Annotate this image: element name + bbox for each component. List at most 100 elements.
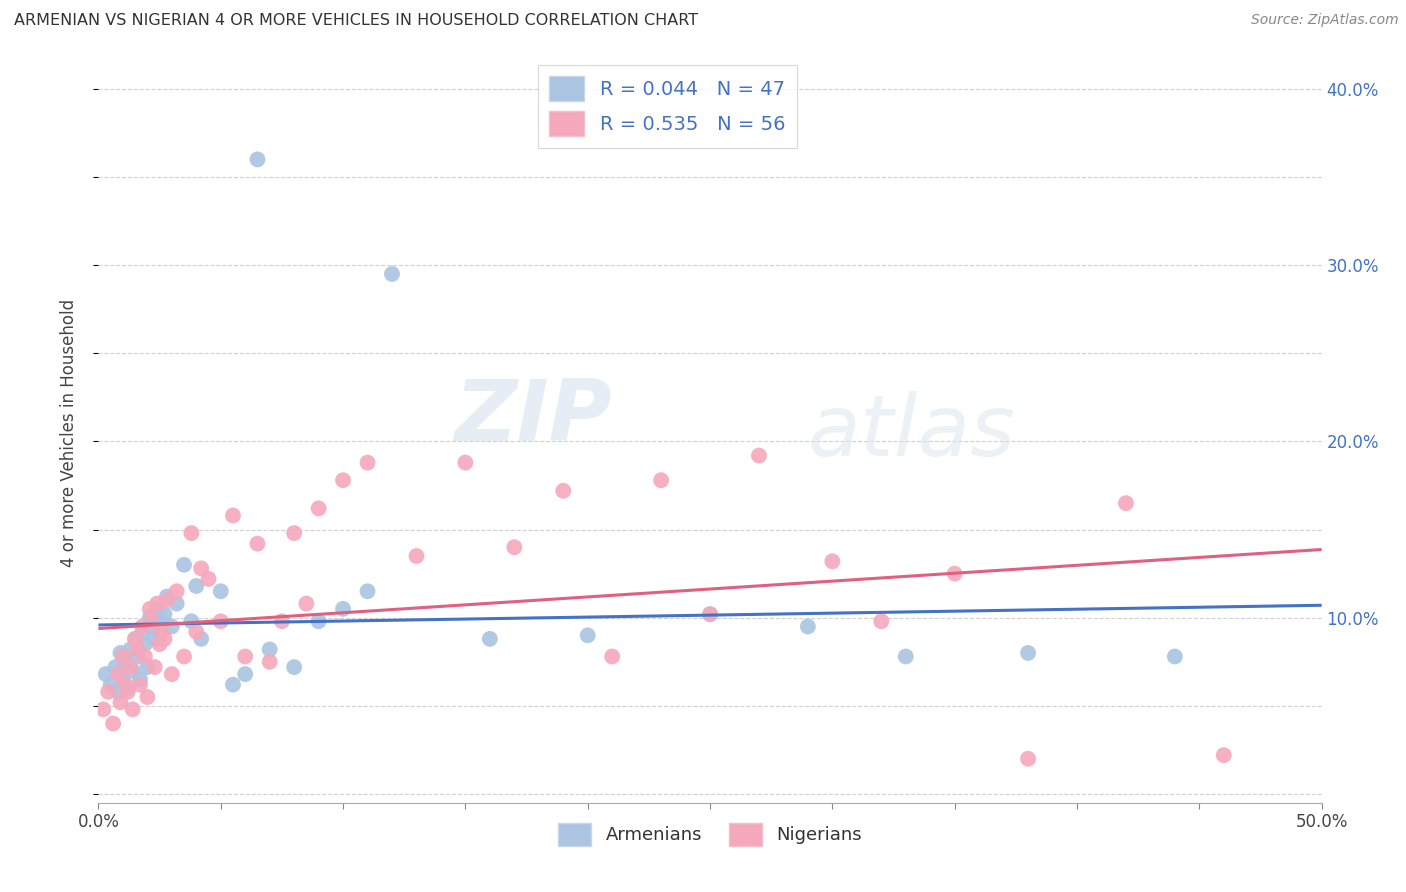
Point [1017,646,1039,660]
Point [246,536,269,550]
Point [1212,748,1234,763]
Point [127,642,149,657]
Point [127,649,149,664]
Point [870,614,893,628]
Point [134,637,156,651]
Point [120,642,142,657]
Point [139,602,162,616]
Point [129,673,152,687]
Point [100,678,122,692]
Point [104,660,127,674]
Point [332,473,354,487]
Point [180,614,202,628]
Point [121,702,143,716]
Point [156,593,179,607]
Point [222,508,245,523]
Point [160,619,183,633]
Point [110,695,132,709]
Point [576,628,599,642]
Point [110,646,132,660]
Point [356,456,378,470]
Point [107,667,129,681]
Point [197,572,219,586]
Point [283,660,305,674]
Point [94,667,117,681]
Text: ARMENIAN VS NIGERIAN 4 OR MORE VEHICLES IN HOUSEHOLD CORRELATION CHART: ARMENIAN VS NIGERIAN 4 OR MORE VEHICLES … [14,13,699,29]
Point [136,660,159,674]
Point [356,584,378,599]
Point [259,655,281,669]
Point [650,473,672,487]
Legend: Armenians, Nigerians: Armenians, Nigerians [551,815,869,853]
Point [308,501,330,516]
Point [454,456,477,470]
Point [150,624,173,639]
Point [121,664,143,678]
Point [139,610,162,624]
Point [1115,496,1137,510]
Point [233,649,256,664]
Point [246,153,269,167]
Point [797,619,820,633]
Point [381,267,404,281]
Point [134,649,156,664]
Point [308,614,330,628]
Y-axis label: 4 or more Vehicles in Household: 4 or more Vehicles in Household [59,299,77,566]
Point [124,632,146,646]
Point [166,584,188,599]
Text: atlas: atlas [808,391,1017,475]
Point [114,678,136,692]
Point [131,619,153,633]
Point [97,685,120,699]
Point [117,681,139,696]
Point [821,554,844,568]
Point [894,649,917,664]
Point [209,584,232,599]
Point [1164,649,1187,664]
Point [222,678,245,692]
Point [120,660,142,674]
Point [149,624,172,639]
Point [943,566,966,581]
Point [146,597,169,611]
Point [101,716,124,731]
Point [190,632,212,646]
Point [143,632,166,646]
Point [117,685,139,699]
Point [295,597,318,611]
Point [166,597,188,611]
Point [129,678,152,692]
Point [180,526,202,541]
Point [186,624,208,639]
Point [111,649,134,664]
Point [107,685,129,699]
Point [153,607,176,622]
Point [259,642,281,657]
Point [111,673,134,687]
Point [209,614,232,628]
Point [136,690,159,704]
Point [173,649,195,664]
Point [332,602,354,616]
Text: Source: ZipAtlas.com: Source: ZipAtlas.com [1251,13,1399,28]
Point [150,614,173,628]
Point [143,660,166,674]
Point [190,561,212,575]
Point [186,579,208,593]
Point [478,632,501,646]
Point [141,614,163,628]
Point [141,619,163,633]
Point [124,632,146,646]
Point [503,540,526,554]
Point [748,449,770,463]
Point [699,607,721,622]
Point [600,649,623,664]
Point [149,637,172,651]
Point [160,667,183,681]
Point [283,526,305,541]
Point [405,549,427,563]
Point [553,483,575,498]
Point [156,590,179,604]
Point [270,614,294,628]
Point [146,602,169,616]
